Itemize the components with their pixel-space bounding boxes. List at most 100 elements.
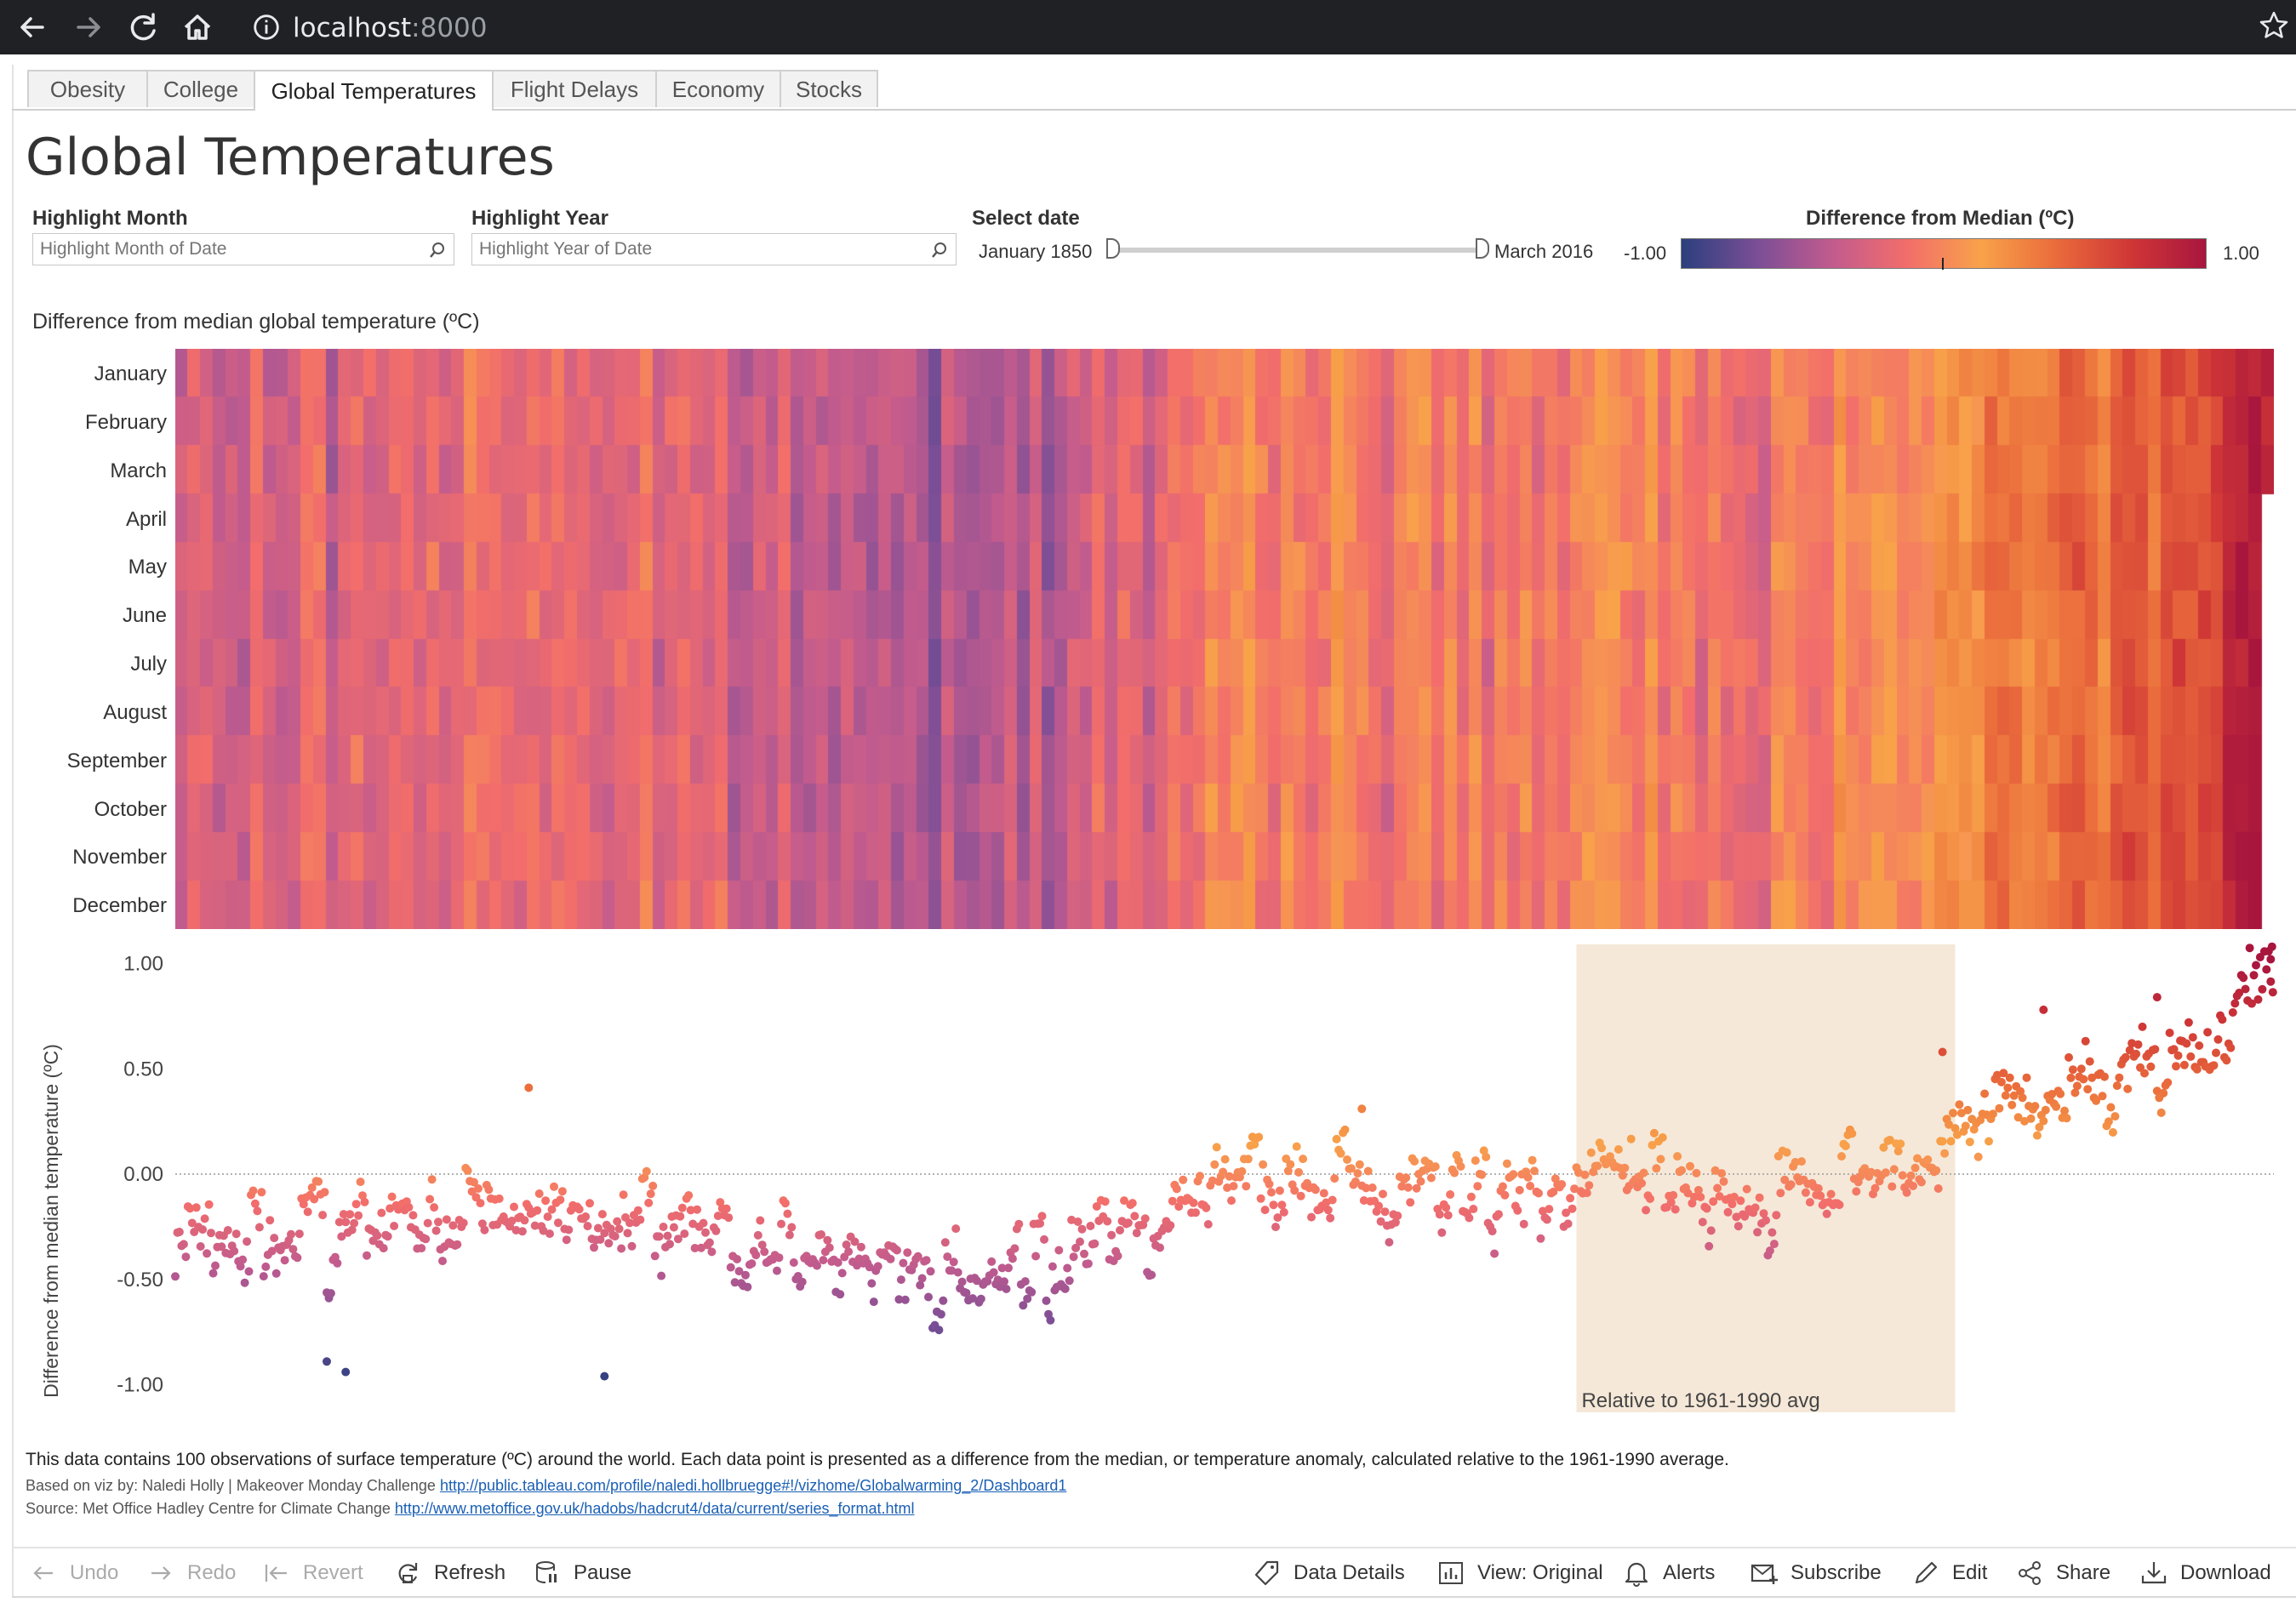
refresh-button[interactable]: Refresh bbox=[393, 1557, 505, 1589]
date-range-slider[interactable] bbox=[1106, 238, 1489, 264]
data-point bbox=[257, 1188, 266, 1197]
subscribe-label: Subscribe bbox=[1791, 1561, 1882, 1584]
data-point bbox=[940, 1238, 950, 1247]
data-point bbox=[1759, 1209, 1768, 1218]
data-point bbox=[187, 1218, 197, 1228]
data-point bbox=[1355, 1160, 1364, 1169]
data-point bbox=[1168, 1196, 1177, 1206]
data-point bbox=[350, 1218, 359, 1228]
data-point bbox=[2203, 1028, 2213, 1037]
highlight-year-input[interactable] bbox=[471, 233, 957, 265]
data-point bbox=[1482, 1152, 1491, 1161]
reload-button[interactable] bbox=[123, 7, 163, 48]
home-button[interactable] bbox=[177, 7, 218, 48]
data-point bbox=[2081, 1036, 2090, 1046]
data-point bbox=[1545, 1205, 1554, 1214]
redo-button[interactable]: Redo bbox=[146, 1557, 236, 1589]
data-point bbox=[1723, 1207, 1733, 1217]
data-point bbox=[448, 1221, 458, 1230]
revert-button[interactable]: Revert bbox=[262, 1557, 363, 1589]
data-point bbox=[280, 1256, 289, 1265]
data-point bbox=[476, 1199, 485, 1208]
data-point bbox=[1563, 1219, 1573, 1229]
data-point bbox=[1363, 1166, 1373, 1176]
data-point bbox=[223, 1226, 232, 1235]
data-point bbox=[442, 1215, 451, 1224]
highlight-month-input[interactable] bbox=[32, 233, 454, 265]
data-point bbox=[287, 1229, 295, 1239]
data-point bbox=[753, 1230, 762, 1240]
data-point bbox=[2212, 1048, 2220, 1058]
data-point bbox=[2039, 1116, 2048, 1126]
data-point bbox=[1902, 1188, 1911, 1197]
data-point bbox=[619, 1190, 628, 1200]
chart-view-icon bbox=[1439, 1562, 1463, 1584]
data-point bbox=[1271, 1223, 1280, 1232]
highlight-month-field[interactable] bbox=[33, 234, 454, 265]
data-point bbox=[320, 1188, 329, 1197]
source-link[interactable]: http://www.metoffice.gov.uk/hadobs/hadcr… bbox=[394, 1500, 915, 1517]
data-point bbox=[346, 1210, 355, 1219]
share-button[interactable]: Share bbox=[2015, 1557, 2110, 1589]
forward-button[interactable] bbox=[68, 7, 109, 48]
subscribe-button[interactable]: Subscribe bbox=[1750, 1557, 1882, 1589]
based-on-link[interactable]: http://public.tableau.com/profile/naledi… bbox=[439, 1477, 1067, 1494]
data-point bbox=[593, 1223, 603, 1233]
data-point bbox=[2213, 1035, 2223, 1044]
tab-flight-delays[interactable]: Flight Delays bbox=[492, 70, 657, 107]
data-point bbox=[943, 1252, 952, 1262]
highlight-year-field[interactable] bbox=[472, 234, 956, 265]
undo-label: Undo bbox=[70, 1561, 119, 1584]
data-point bbox=[1813, 1183, 1823, 1193]
data-point bbox=[2228, 1008, 2237, 1017]
data-point bbox=[2009, 1091, 2019, 1100]
address-bar[interactable]: localhost:8000 bbox=[247, 5, 2238, 49]
data-point bbox=[1042, 1296, 1051, 1305]
pause-button[interactable]: Pause bbox=[533, 1557, 631, 1589]
tab-global-temperatures[interactable]: Global Temperatures bbox=[254, 70, 494, 111]
frame-bottom-border bbox=[12, 1596, 2296, 1598]
tab-label: College bbox=[163, 76, 239, 102]
edit-button[interactable]: Edit bbox=[1911, 1557, 1987, 1589]
data-point bbox=[1083, 1259, 1093, 1269]
slider-end-handle[interactable] bbox=[1476, 238, 1489, 259]
tab-college[interactable]: College bbox=[146, 70, 255, 107]
slider-start-handle[interactable] bbox=[1106, 238, 1120, 259]
tab-economy[interactable]: Economy bbox=[655, 70, 781, 107]
data-point bbox=[326, 1289, 335, 1298]
data-point bbox=[314, 1177, 323, 1186]
data-point bbox=[1450, 1168, 1459, 1177]
data-point bbox=[358, 1191, 367, 1200]
data-point bbox=[734, 1267, 744, 1276]
tab-obesity[interactable]: Obesity bbox=[27, 70, 148, 107]
data-point bbox=[1995, 1103, 2004, 1113]
tab-label: Economy bbox=[671, 76, 765, 102]
data-point bbox=[665, 1240, 674, 1249]
data-point bbox=[404, 1203, 414, 1212]
month-label: October bbox=[94, 798, 167, 821]
y-tick-label: 0.50 bbox=[123, 1058, 163, 1081]
data-point bbox=[936, 1309, 945, 1319]
data-point bbox=[2048, 1090, 2057, 1098]
data-point bbox=[1985, 1137, 1993, 1146]
content-frame bbox=[12, 65, 2296, 1596]
alerts-button[interactable]: Alerts bbox=[1622, 1557, 1715, 1589]
back-button[interactable] bbox=[12, 7, 53, 48]
data-point bbox=[743, 1282, 752, 1292]
data-point bbox=[1805, 1198, 1814, 1207]
month-label: March bbox=[110, 459, 167, 482]
temperature-scatter-plot[interactable]: Relative to 1961-1990 avg 1.00 0.50 0.00 -0… bbox=[0, 936, 2296, 1429]
data-point bbox=[1210, 1160, 1219, 1169]
star-icon[interactable] bbox=[2257, 9, 2291, 43]
temperature-heatmap[interactable] bbox=[175, 349, 2274, 929]
data-point bbox=[590, 1243, 598, 1252]
data-details-button[interactable]: Data Details bbox=[1253, 1557, 1405, 1589]
data-point bbox=[730, 1278, 740, 1287]
data-point bbox=[899, 1258, 908, 1268]
data-point bbox=[1283, 1166, 1293, 1176]
download-button[interactable]: Download bbox=[2139, 1557, 2271, 1589]
undo-button[interactable]: Undo bbox=[29, 1557, 118, 1589]
view-original-button[interactable]: View: Original bbox=[1436, 1557, 1603, 1589]
tab-stocks[interactable]: Stocks bbox=[780, 70, 878, 107]
data-point bbox=[333, 1258, 342, 1268]
